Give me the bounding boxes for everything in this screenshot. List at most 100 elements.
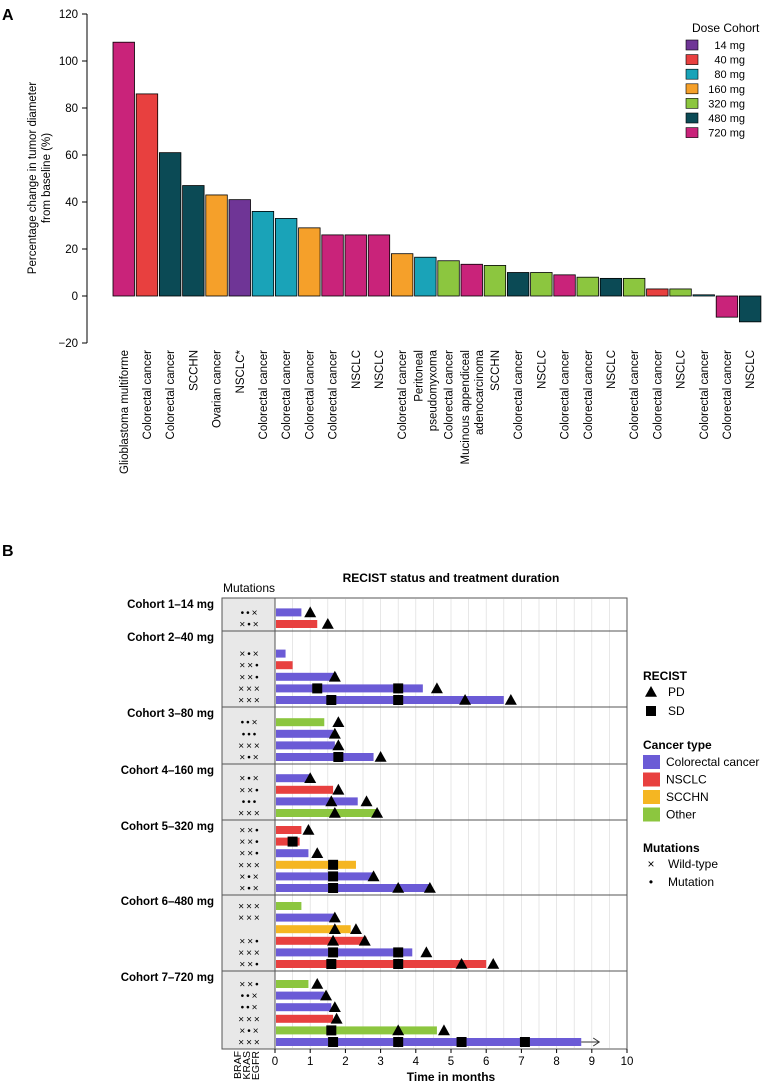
mutation-label: Wild-type — [668, 857, 718, 871]
bar — [530, 272, 553, 297]
pd-marker — [304, 772, 317, 783]
mutation-label: Mutation — [668, 875, 714, 889]
bar — [367, 234, 391, 297]
mutation-symbol: • — [649, 875, 653, 889]
legend-swatch — [685, 54, 699, 65]
y-axis-label-line1: Percentage change in tumor diameter — [27, 82, 39, 275]
gene-label: KRAS — [241, 1051, 253, 1080]
cohort-label: Cohort 6–480 mg — [121, 896, 214, 908]
x-tick-label: Colorectal cancer — [397, 350, 409, 440]
duration-bar — [276, 872, 374, 881]
cancer-swatch — [643, 772, 660, 787]
mutation-status: × × × — [238, 741, 260, 752]
cohorts: Cohort 1–14 mg• • ×× • ×Cohort 2–40 mg× … — [121, 599, 627, 1049]
sd-marker — [328, 947, 339, 958]
pd-marker — [420, 946, 433, 958]
duration-bar — [276, 661, 293, 670]
bar — [344, 234, 367, 297]
sd-marker — [393, 1037, 404, 1047]
x-tick-label: NSCLC — [676, 350, 688, 389]
sd-marker — [287, 836, 298, 847]
x-tick-label: Colorectal cancer — [513, 350, 525, 440]
pd-marker — [320, 989, 333, 1001]
y-tick-label: 20 — [65, 244, 78, 256]
cohort-group: Cohort 5–320 mg × × •× × •× × •× × ×× • ×… — [121, 819, 627, 895]
y-tick-label: 40 — [65, 197, 78, 209]
legend-label: 320 mg — [708, 98, 745, 110]
gene-label: EGFR — [250, 1051, 262, 1081]
bar — [135, 93, 159, 297]
y-tick-label: 80 — [65, 103, 78, 115]
cohort-label: Cohort 2–40 mg — [127, 632, 214, 644]
x-tick-label: SCCHN — [188, 350, 200, 391]
x-tick-label: Peritoneal — [413, 350, 425, 402]
mutation-status: • • × — [241, 608, 258, 619]
bar — [251, 210, 275, 297]
panel-label-a: A — [2, 7, 14, 24]
x-ticks: 0 1 2 3 4 5 6 7 8 9 10 — [272, 1049, 633, 1068]
duration-bar — [276, 741, 335, 750]
pd-marker — [374, 751, 387, 762]
legend-swatch — [685, 68, 699, 80]
recist-legend-label: SD — [668, 704, 685, 718]
pd-marker — [367, 870, 380, 882]
mutation-status: × × × — [238, 696, 260, 707]
bar — [414, 256, 437, 297]
x-tick-label: Colorectal cancer — [304, 350, 316, 440]
bar — [182, 185, 205, 297]
x-tick-label: pseudomyxoma — [427, 349, 439, 431]
pd-marker — [349, 923, 362, 934]
mutation-status: × × • — [239, 661, 259, 672]
mutation-status: × • × — [239, 649, 258, 660]
recist-legend-label: PD — [668, 685, 685, 699]
mutation-status: × × • — [239, 785, 259, 796]
bar — [576, 276, 599, 297]
x-tick-label: NSCLC — [745, 350, 757, 389]
pd-marker — [332, 739, 345, 751]
bar — [112, 41, 135, 297]
x-tick-label: Colorectal cancer — [142, 350, 154, 440]
x-tick-label: Colorectal cancer — [652, 350, 664, 440]
panel-b-title: RECIST status and treatment duration — [343, 571, 560, 585]
x-tick-label: Colorectal cancer — [699, 350, 711, 440]
mutation-status: × × × — [238, 1038, 260, 1049]
x-tick-label: SCCHN — [490, 350, 502, 391]
gene-label: BRAF — [232, 1051, 244, 1079]
duration-bar — [276, 960, 487, 968]
legend-label: 14 mg — [714, 40, 745, 52]
cancer-legend-title: Cancer type — [643, 738, 712, 752]
mutation-symbol: × — [647, 857, 654, 871]
x-tick-label: 1 — [307, 1056, 313, 1068]
y-axis-label-line2: from baseline (%) — [41, 133, 53, 223]
x-tick-label: Colorectal cancer — [258, 350, 270, 440]
x-tick-label: Colorectal cancer — [560, 350, 572, 440]
pd-marker — [437, 1024, 450, 1036]
cohort-label: Cohort 4–160 mg — [121, 765, 214, 777]
cancer-label: SCCHN — [666, 790, 709, 804]
pd-marker — [325, 795, 338, 807]
panel-label-b: B — [2, 543, 14, 560]
duration-bar — [276, 936, 367, 945]
mutation-status: × • × — [239, 1026, 258, 1037]
duration-bar — [276, 608, 302, 617]
x-tick-label: 0 — [272, 1056, 278, 1068]
legend: 14 mg 40 mg 80 mg 160 mg 320 mg 480 mg 720 mg — [685, 39, 745, 140]
pd-marker — [645, 686, 657, 697]
x-tick-label: Colorectal cancer — [722, 350, 734, 440]
pd-marker — [392, 1024, 405, 1036]
x-tick-label: NSCLC — [374, 350, 386, 389]
cohort-group: Cohort 4–160 mg × • ×× × •• • •× × × — [121, 763, 627, 820]
duration-bar — [276, 1038, 582, 1046]
pd-marker — [332, 716, 345, 727]
y-ticks: −20 0 20 40 60 80 100 120 — [58, 9, 87, 350]
cancer-label: Other — [666, 808, 696, 822]
pd-marker — [330, 1012, 343, 1024]
cancer-label: Colorectal cancer — [666, 755, 759, 769]
legend-label: 160 mg — [708, 84, 745, 96]
bar — [228, 199, 251, 297]
duration-bar — [276, 797, 358, 806]
mutation-status: × × × — [238, 948, 260, 959]
pd-marker — [360, 795, 373, 807]
